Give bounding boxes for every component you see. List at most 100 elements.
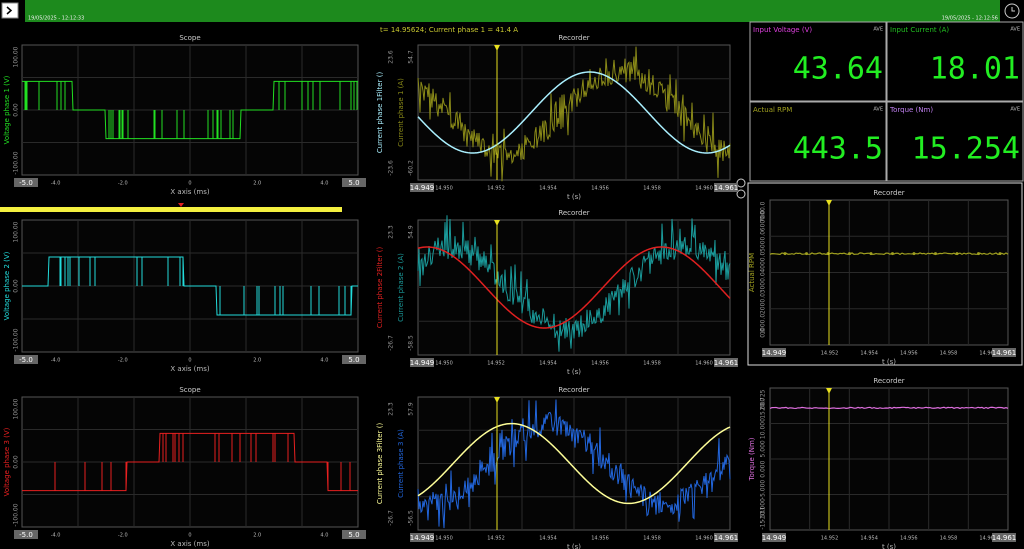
scope-title: Scope — [179, 34, 200, 42]
cursor-handle — [494, 220, 500, 226]
scope-title: Scope — [179, 386, 200, 394]
noisy-trace — [417, 399, 731, 529]
x-tick-label: 2.0 — [253, 181, 261, 187]
x-tick-label: -4.0 — [51, 533, 61, 539]
zoom-out[interactable] — [736, 189, 746, 199]
x-tick-label: 14.949 — [762, 534, 787, 542]
y-axis-label: Voltage phase 1 (V) — [3, 75, 11, 144]
cursor-handle — [826, 388, 832, 394]
x-tick-label: 14.956 — [900, 536, 918, 542]
y-tick-label: 0.000 — [760, 460, 767, 477]
y-tick-label: 15.000 — [760, 398, 767, 419]
x-axis-label: X axis (ms) — [170, 188, 209, 196]
meter-value: 43.64 — [793, 52, 883, 87]
x-tick-box — [992, 533, 1016, 542]
waveform — [22, 432, 358, 492]
y-tick-label: 54.9 — [408, 225, 415, 239]
x-tick-label: 14.956 — [591, 186, 609, 192]
x-tick-label: 14.958 — [643, 361, 661, 367]
meter-tile — [749, 21, 887, 102]
meter-label: Torque (Nm) — [889, 106, 933, 114]
y-axis-label: Current phase 1Filter () — [376, 72, 384, 154]
x-tick-label: -2.0 — [118, 533, 128, 539]
trace-point — [912, 252, 916, 256]
splitter[interactable] — [0, 207, 342, 212]
y-tick-label: 2000.0 — [760, 293, 767, 314]
splitter-marker — [178, 203, 184, 207]
trace-point — [934, 252, 937, 256]
noisy-trace — [417, 46, 731, 182]
x-tick-box — [714, 533, 738, 542]
timeline-start: 19/05/2025 - 12:12:33 — [28, 16, 84, 22]
y-tick-label: 23.6 — [388, 50, 395, 64]
x-tick-label: 14.954 — [539, 361, 557, 367]
x-tick-label: 14.954 — [860, 351, 878, 357]
meter-value: 443.5 — [793, 132, 883, 167]
x-tick-label: -5.0 — [19, 531, 33, 539]
x-tick-label: -2.0 — [118, 181, 128, 187]
selected-frame — [747, 182, 1023, 366]
x-tick-label: 2.0 — [253, 358, 261, 364]
x-tick-box — [714, 358, 738, 367]
y-axis-label: Torque (Nm) — [748, 437, 756, 481]
y-tick-label: -58.5 — [408, 335, 415, 351]
x-tick-box — [342, 530, 366, 539]
trace-point — [869, 252, 873, 256]
y-tick-label: 54.7 — [408, 50, 415, 64]
x-tick-label: 5.0 — [348, 531, 359, 539]
x-tick-label: 14.950 — [435, 536, 453, 542]
y-axis-label: Current phase 3Filter () — [376, 423, 384, 505]
x-tick-label: 14.949 — [762, 349, 787, 357]
y-tick-label: 100.00 — [13, 221, 20, 242]
x-tick-box — [762, 348, 786, 357]
x-tick-box — [762, 533, 786, 542]
meter-value: 18.01 — [930, 52, 1020, 87]
x-tick-label: 5.0 — [348, 356, 359, 364]
clock-hands — [1011, 7, 1015, 12]
x-tick-label: 0 — [188, 181, 191, 187]
x-tick-box — [342, 355, 366, 364]
timeline[interactable] — [25, 0, 1000, 22]
y-tick-label: 4000.0 — [760, 251, 767, 272]
y-tick-label: 100.00 — [13, 398, 20, 419]
x-tick-label: 14.956 — [591, 536, 609, 542]
x-tick-label: 4.0 — [320, 358, 328, 364]
x-tick-label: 14.950 — [435, 361, 453, 367]
x-tick-label: 14.958 — [643, 186, 661, 192]
filtered-trace — [417, 246, 731, 329]
y-axis-label: Actual RPM — [748, 253, 756, 292]
x-tick-box — [410, 533, 434, 542]
y-tick-label: 0.00 — [13, 455, 20, 469]
x-tick-label: 14.960 — [695, 361, 713, 367]
filtered-trace — [417, 71, 731, 154]
x-tick-label: 14.961 — [992, 349, 1017, 357]
y-tick-label: 3000.0 — [760, 272, 767, 293]
x-tick-label: 14.961 — [714, 534, 739, 542]
clock-button[interactable] — [1004, 3, 1020, 19]
x-tick-label: 14.949 — [410, 534, 435, 542]
x-tick-label: 14.958 — [940, 536, 958, 542]
meter-label: Input Current (A) — [890, 26, 949, 34]
x-tick-label: 14.952 — [821, 536, 839, 542]
meter-tile — [886, 101, 1024, 182]
y-tick-label: -60.2 — [408, 160, 415, 176]
x-tick-label: 14.958 — [643, 536, 661, 542]
x-axis-label: t (s) — [567, 368, 581, 376]
x-tick-label: -5.0 — [19, 356, 33, 364]
x-tick-label: 14.954 — [860, 536, 878, 542]
trace-point — [848, 252, 851, 256]
cursor-readout: t= 14.95624; Current phase 1 = 41.4 A — [380, 26, 518, 34]
x-tick-label: -4.0 — [51, 358, 61, 364]
y-tick-label: 0.00 — [13, 103, 20, 117]
y-tick-label: -100.00 — [13, 328, 20, 351]
x-tick-label: 14.949 — [410, 359, 435, 367]
x-tick-label: 14.952 — [487, 536, 505, 542]
y-tick-label: 1000.0 — [760, 314, 767, 335]
y-tick-label: 5000.0 — [760, 231, 767, 252]
recorder-title: Recorder — [558, 209, 589, 217]
y-tick-label: 57.9 — [408, 402, 415, 416]
meter-mode: AVE — [873, 27, 883, 33]
cursor-handle — [494, 45, 500, 51]
waveform — [22, 80, 358, 140]
meter-mode: AVE — [873, 107, 883, 113]
